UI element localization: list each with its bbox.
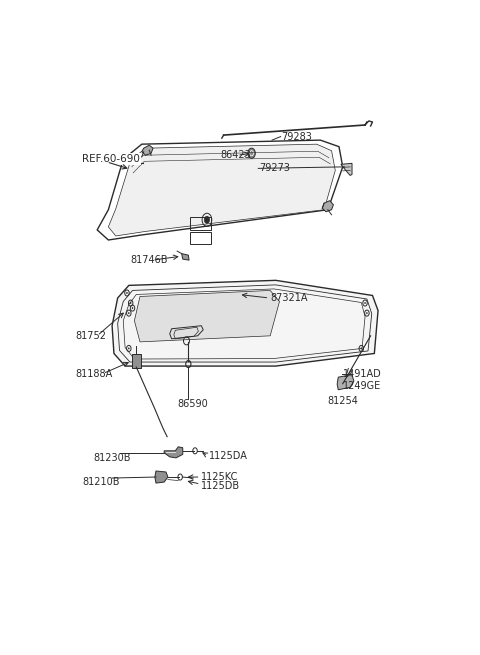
- Polygon shape: [112, 280, 378, 366]
- Text: 81254: 81254: [328, 396, 359, 406]
- Circle shape: [132, 307, 133, 309]
- Text: 1491AD: 1491AD: [343, 369, 382, 379]
- Polygon shape: [341, 163, 352, 176]
- Text: 79283: 79283: [281, 132, 312, 141]
- Text: 1125KC: 1125KC: [202, 472, 239, 482]
- Polygon shape: [155, 471, 168, 483]
- Circle shape: [364, 302, 366, 304]
- Polygon shape: [322, 200, 334, 212]
- Circle shape: [128, 312, 130, 314]
- Circle shape: [128, 347, 130, 349]
- Polygon shape: [164, 447, 183, 458]
- Text: 86423: 86423: [220, 150, 251, 160]
- Text: 81752: 81752: [75, 331, 106, 341]
- Polygon shape: [142, 145, 153, 155]
- Polygon shape: [108, 144, 335, 236]
- Circle shape: [126, 292, 128, 294]
- Text: 1125DA: 1125DA: [209, 451, 248, 461]
- Text: 1125DB: 1125DB: [202, 481, 240, 491]
- Circle shape: [366, 312, 368, 314]
- Polygon shape: [337, 375, 354, 390]
- Text: REF.60-690: REF.60-690: [83, 155, 140, 164]
- Circle shape: [248, 148, 255, 159]
- Text: 86590: 86590: [177, 399, 208, 409]
- Polygon shape: [181, 253, 189, 260]
- Polygon shape: [134, 290, 279, 342]
- Text: 81230B: 81230B: [94, 453, 131, 463]
- FancyBboxPatch shape: [132, 354, 141, 367]
- Text: 81210B: 81210B: [83, 477, 120, 487]
- Text: 87321A: 87321A: [270, 293, 308, 303]
- Circle shape: [204, 216, 210, 223]
- Text: 81188A: 81188A: [75, 369, 112, 379]
- Circle shape: [360, 347, 362, 349]
- Text: 79273: 79273: [259, 163, 290, 174]
- Circle shape: [130, 302, 132, 304]
- Text: 81746B: 81746B: [131, 255, 168, 265]
- Text: 1249GE: 1249GE: [343, 381, 381, 391]
